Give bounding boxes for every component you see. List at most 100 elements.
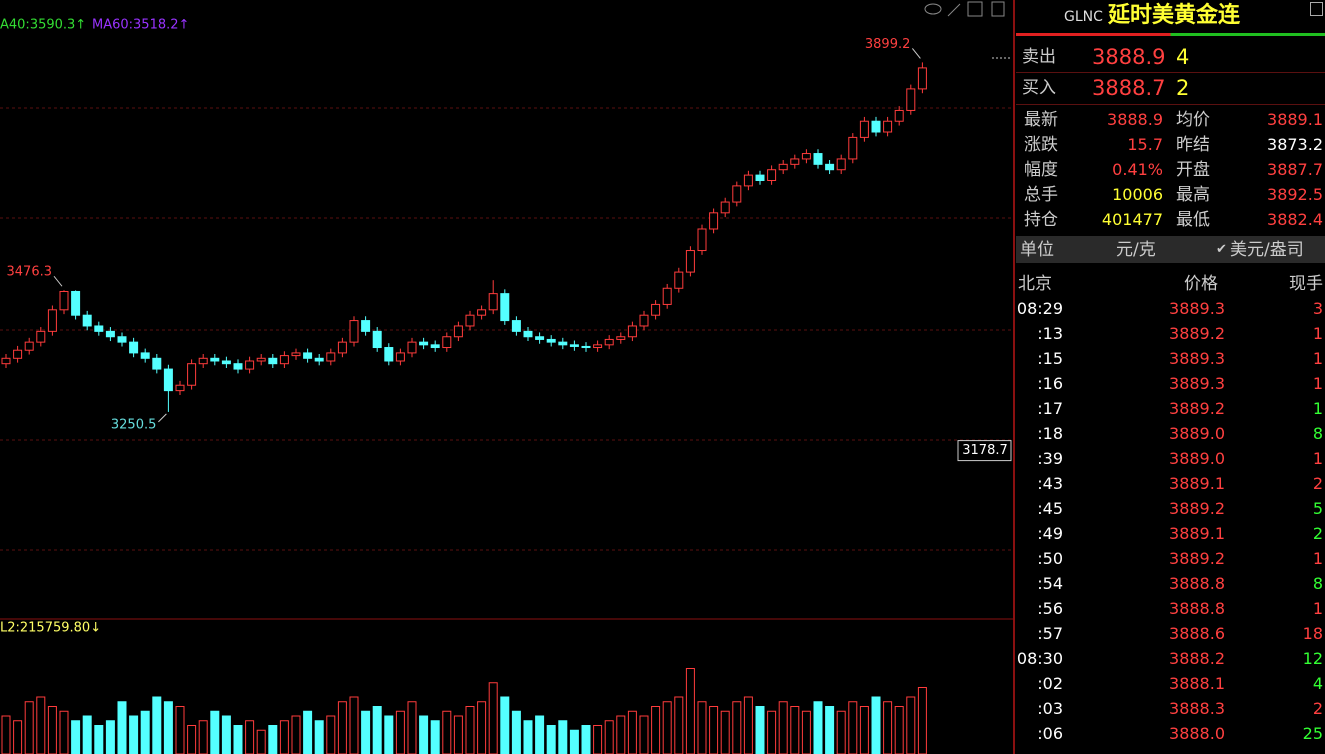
eye-icon[interactable] bbox=[924, 3, 942, 15]
unit-bar bbox=[1016, 236, 1325, 263]
volume-bar bbox=[24, 701, 34, 754]
window-icon[interactable] bbox=[991, 1, 1005, 17]
candle-body bbox=[883, 120, 893, 133]
volume-bar bbox=[697, 701, 707, 754]
stat-label: 涨跌 bbox=[1024, 135, 1058, 155]
tick-price: 3889.1 bbox=[1169, 474, 1225, 493]
volume-bar bbox=[616, 715, 626, 754]
chart: A40:3590.3↑ MA60:3518.2↑ L2:215759.80↓ 3899… bbox=[0, 1, 1013, 754]
tick-time: :56 bbox=[1037, 599, 1063, 618]
candle-body bbox=[268, 357, 278, 365]
volume-bar bbox=[883, 701, 893, 754]
volume-bar bbox=[349, 696, 359, 754]
volume-bar bbox=[593, 725, 603, 754]
toolbar-icons bbox=[924, 1, 1005, 17]
tick-time: :17 bbox=[1037, 399, 1063, 418]
candle-body bbox=[639, 314, 649, 327]
candle-body bbox=[245, 360, 255, 370]
candle-body bbox=[743, 174, 753, 187]
tick-qty: 4 bbox=[1312, 674, 1323, 693]
volume-bar bbox=[245, 720, 255, 754]
candle-body bbox=[384, 347, 394, 362]
tick-qty: 1 bbox=[1312, 324, 1323, 343]
stat-label: 持仓 bbox=[1024, 210, 1058, 230]
tick-price: 3888.8 bbox=[1169, 574, 1225, 593]
unit-option[interactable]: 元/克 bbox=[1116, 240, 1156, 260]
tick-time: :54 bbox=[1037, 574, 1063, 593]
volume-bar bbox=[210, 710, 220, 754]
candle-body bbox=[303, 352, 313, 359]
candle-body bbox=[372, 330, 382, 349]
candle-body bbox=[71, 290, 81, 316]
candle-body bbox=[790, 158, 800, 165]
tick-price: 3888.2 bbox=[1169, 649, 1225, 668]
volume-bar bbox=[105, 720, 115, 754]
candle-body bbox=[569, 344, 579, 347]
tick-qty: 1 bbox=[1312, 549, 1323, 568]
stat-label: 开盘 bbox=[1176, 160, 1210, 180]
volume-label: L2:215759.80↓ bbox=[0, 621, 101, 636]
ticks-header: 现手 bbox=[1289, 274, 1323, 294]
tick-qty: 2 bbox=[1312, 474, 1323, 493]
candle-body bbox=[453, 325, 463, 338]
tick-qty: 1 bbox=[1312, 399, 1323, 418]
candle-body bbox=[558, 341, 568, 346]
volume-bar bbox=[801, 710, 811, 754]
unit-label: 单位 bbox=[1020, 240, 1054, 260]
grid bbox=[0, 107, 1013, 551]
volume-bar bbox=[477, 701, 487, 754]
instrument-code: GLNC bbox=[1064, 9, 1103, 25]
title-bar bbox=[1016, 0, 1325, 36]
volume-bar bbox=[256, 729, 266, 754]
volume-bar bbox=[813, 701, 823, 754]
stat-value: 10006 bbox=[1112, 185, 1163, 204]
volume-bar bbox=[488, 682, 498, 754]
volume-bar bbox=[581, 725, 591, 754]
tick-time: :16 bbox=[1037, 374, 1063, 393]
tick-price: 3889.1 bbox=[1169, 524, 1225, 543]
volume-bar bbox=[685, 668, 695, 754]
volume-bar bbox=[569, 729, 579, 754]
volume-bar bbox=[117, 701, 127, 754]
candle-body bbox=[140, 352, 150, 359]
volume-bar bbox=[163, 701, 173, 754]
volume-bar bbox=[720, 710, 730, 754]
volume-bar bbox=[175, 706, 185, 754]
volume-bar bbox=[442, 710, 452, 754]
volume-bar bbox=[894, 706, 904, 754]
volume-bar bbox=[732, 701, 742, 754]
tick-qty: 12 bbox=[1302, 649, 1323, 668]
volume-bar bbox=[546, 725, 556, 754]
tick-qty: 1 bbox=[1312, 599, 1323, 618]
unit-option[interactable]: 美元/盎司 bbox=[1230, 240, 1304, 260]
candle-body bbox=[871, 120, 881, 133]
volume-bar bbox=[639, 715, 649, 754]
candle-body bbox=[1, 357, 11, 365]
candle-body bbox=[256, 357, 266, 362]
stat-label: 最低 bbox=[1176, 210, 1210, 230]
annotation-label: 3476.3 bbox=[7, 265, 53, 280]
layout-icon[interactable] bbox=[967, 1, 983, 17]
tick-price: 3888.1 bbox=[1169, 674, 1225, 693]
volume-bar bbox=[395, 710, 405, 754]
volume-bar bbox=[326, 715, 336, 754]
pen-icon[interactable] bbox=[947, 3, 961, 17]
quote-panel: GLNC 延时美黄金连 卖出 3888.9 4 买入 3888.7 2 最新 3888.9 均价 38… bbox=[1016, 0, 1325, 754]
tick-time: :39 bbox=[1037, 449, 1063, 468]
candle-body bbox=[129, 341, 139, 354]
stat-value: 3892.5 bbox=[1267, 185, 1323, 204]
candle-body bbox=[917, 67, 927, 90]
stat-value: 0.41% bbox=[1112, 160, 1163, 179]
volume-bar bbox=[187, 725, 197, 754]
candle-body bbox=[801, 153, 811, 160]
volume-bar bbox=[303, 710, 313, 754]
window-button[interactable] bbox=[1310, 2, 1323, 16]
cursor-label: 3178.7 bbox=[962, 443, 1008, 458]
volume-bar bbox=[13, 720, 23, 754]
volume-bar bbox=[372, 706, 382, 754]
candle-body bbox=[848, 136, 858, 160]
ticks-header: 北京 bbox=[1018, 274, 1052, 294]
candle-body bbox=[755, 174, 765, 181]
quote-qty: 2 bbox=[1176, 76, 1190, 100]
quote-qty: 4 bbox=[1176, 45, 1190, 69]
